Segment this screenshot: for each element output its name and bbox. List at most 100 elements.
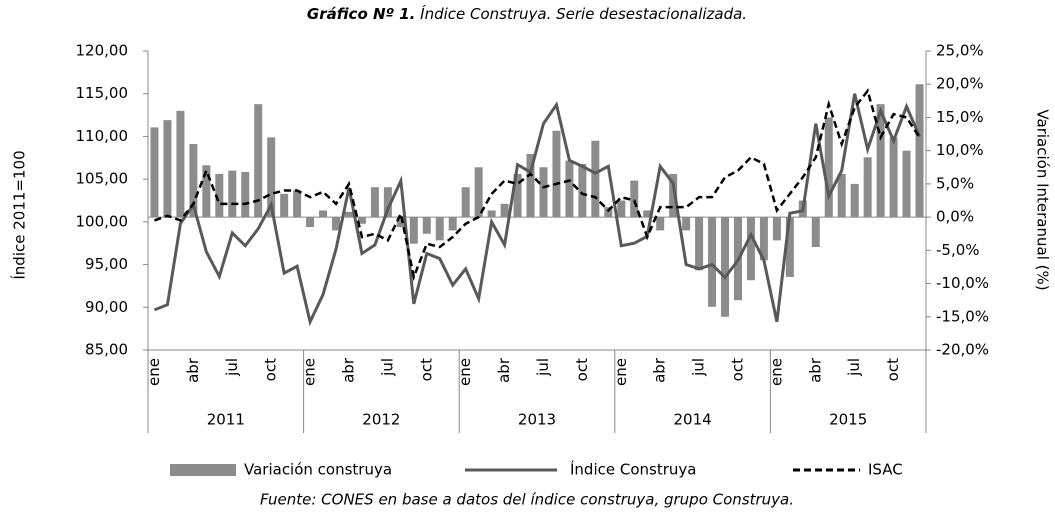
bar bbox=[552, 130, 561, 218]
x-tick-label: oct bbox=[573, 358, 591, 381]
bar bbox=[759, 217, 768, 261]
bar bbox=[267, 137, 276, 218]
x-tick-label: jul bbox=[845, 358, 863, 377]
chart-title: Gráfico Nº 1. Índice Construya. Serie de… bbox=[307, 4, 747, 23]
year-label: 2012 bbox=[362, 411, 400, 429]
title-bold: Gráfico Nº 1. bbox=[307, 5, 415, 23]
bar bbox=[669, 173, 678, 218]
y2-tick-label: 25,0% bbox=[936, 42, 984, 60]
bar bbox=[630, 180, 639, 218]
bar bbox=[837, 173, 846, 218]
y-tick-label: 90,00 bbox=[85, 298, 128, 316]
bar bbox=[383, 187, 392, 218]
bar bbox=[228, 170, 237, 218]
year-label: 2011 bbox=[207, 411, 245, 429]
bar bbox=[344, 211, 353, 218]
source-note: Fuente: CONES en base a datos del índice… bbox=[260, 491, 794, 509]
x-tick-label: ene bbox=[612, 358, 630, 386]
y-tick-label: 95,00 bbox=[85, 255, 128, 273]
x-tick-label: abr bbox=[184, 357, 202, 383]
bar bbox=[280, 193, 289, 218]
y2-tick-label: 20,0% bbox=[936, 75, 984, 93]
bar bbox=[708, 217, 717, 307]
y2-axis-title: Variación Interanual (%) bbox=[1034, 109, 1052, 290]
bar bbox=[409, 217, 418, 244]
legend-swatch bbox=[170, 464, 236, 476]
bar bbox=[189, 144, 198, 218]
bar bbox=[643, 210, 652, 218]
bar bbox=[332, 217, 341, 231]
y-tick-label: 100,00 bbox=[76, 212, 129, 230]
bar bbox=[474, 167, 483, 218]
x-tick-label: oct bbox=[884, 358, 902, 381]
bar bbox=[565, 160, 574, 218]
bar bbox=[254, 104, 263, 218]
x-tick-label: abr bbox=[495, 357, 513, 383]
bar bbox=[824, 117, 833, 218]
bar bbox=[682, 217, 691, 231]
bar bbox=[500, 203, 509, 218]
bar bbox=[721, 217, 730, 317]
x-tick-label: ene bbox=[145, 358, 163, 386]
index-line bbox=[153, 93, 921, 327]
y2-tick-label: -20,0% bbox=[936, 341, 989, 359]
bar bbox=[293, 190, 302, 218]
bar bbox=[591, 140, 600, 218]
x-tick-label: ene bbox=[456, 358, 474, 386]
y2-tick-label: 5,0% bbox=[936, 174, 974, 192]
bar bbox=[150, 127, 159, 218]
bar bbox=[319, 210, 328, 218]
bar bbox=[902, 150, 911, 218]
y-tick-label: 120,00 bbox=[76, 42, 129, 60]
bar bbox=[876, 104, 885, 218]
y2-tick-label: 15,0% bbox=[936, 108, 984, 126]
y-tick-label: 105,00 bbox=[76, 170, 129, 188]
bar bbox=[241, 171, 250, 218]
bar bbox=[435, 217, 444, 241]
x-tick-label: oct bbox=[262, 358, 280, 381]
y2-tick-label: -15,0% bbox=[936, 307, 989, 325]
bar bbox=[163, 120, 172, 218]
x-tick-label: oct bbox=[728, 358, 746, 381]
bar bbox=[656, 217, 665, 231]
bar bbox=[526, 153, 535, 218]
year-label: 2014 bbox=[674, 411, 712, 429]
y2-tick-label: -10,0% bbox=[936, 274, 989, 292]
x-tick-label: jul bbox=[690, 358, 708, 377]
legend-label: Índice Construya bbox=[570, 460, 696, 479]
bar bbox=[811, 217, 820, 248]
legend-label: ISAC bbox=[868, 461, 903, 479]
y2-tick-label: -5,0% bbox=[936, 241, 980, 259]
bar bbox=[396, 217, 405, 228]
x-tick-label: abr bbox=[806, 357, 824, 383]
bar bbox=[695, 217, 704, 271]
bar bbox=[202, 165, 211, 218]
bar bbox=[461, 187, 470, 218]
year-label: 2015 bbox=[829, 411, 867, 429]
bar bbox=[746, 217, 755, 281]
x-tick-label: jul bbox=[534, 358, 552, 377]
y-tick-label: 115,00 bbox=[76, 84, 129, 102]
y2-tick-label: 10,0% bbox=[936, 141, 984, 159]
bar bbox=[215, 173, 224, 218]
bar bbox=[370, 187, 379, 218]
x-tick-label: oct bbox=[417, 358, 435, 381]
title-text: Índice Construya. Serie desestacionaliza… bbox=[420, 4, 747, 23]
y-tick-label: 85,00 bbox=[85, 341, 128, 359]
y2-tick-label: 0,0% bbox=[936, 208, 974, 226]
bar bbox=[772, 217, 781, 241]
bar bbox=[422, 217, 431, 234]
legend-label: Variación construya bbox=[244, 461, 392, 479]
y-axis-title: Índice 2011=100 bbox=[10, 150, 29, 279]
bar bbox=[448, 217, 457, 231]
bar bbox=[889, 137, 898, 218]
isac-line bbox=[154, 88, 921, 282]
x-tick-label: jul bbox=[378, 358, 396, 377]
bar bbox=[850, 183, 859, 218]
bar bbox=[539, 167, 548, 218]
x-tick-label: ene bbox=[301, 358, 319, 386]
bar bbox=[578, 163, 587, 218]
bar bbox=[513, 173, 522, 218]
